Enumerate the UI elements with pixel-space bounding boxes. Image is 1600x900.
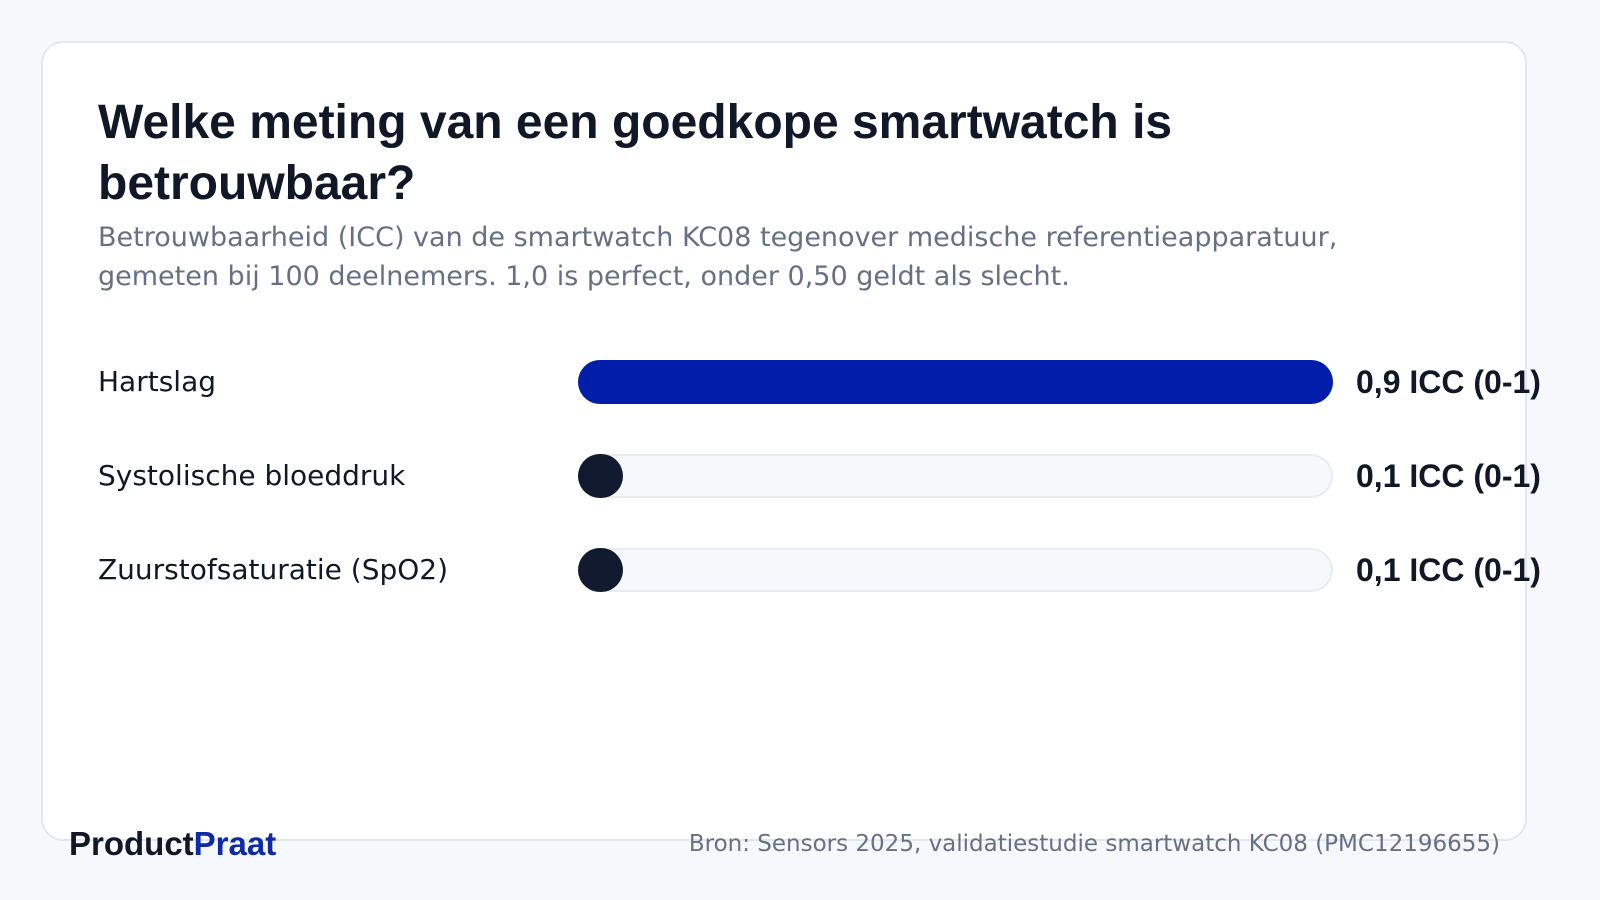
bar-value-label: 0,1 ICC (0-1) (1356, 458, 1541, 494)
bar-row: Zuurstofsaturatie (SpO2) 0,1 ICC (0-1) (98, 548, 1558, 592)
chart-card (41, 41, 1527, 841)
source-note: Bron: Sensors 2025, validatiestudie smar… (688, 831, 1500, 857)
bar-label: Systolische bloeddruk (98, 459, 406, 492)
bar-value-label: 0,1 ICC (0-1) (1356, 552, 1541, 588)
bar (578, 360, 1333, 404)
bar-track (578, 548, 1333, 592)
brand-logo-part1: Product (69, 825, 194, 862)
chart-subtitle: Betrouwbaarheid (ICC) van de smartwatch … (98, 222, 1338, 292)
bar (578, 454, 623, 498)
brand-logo-part2: Praat (193, 825, 277, 862)
bar-track (578, 454, 1333, 498)
bar-track (578, 360, 1333, 404)
bar-label: Hartslag (98, 365, 217, 398)
chart-title: Welke meting van een goedkope smartwatch… (98, 96, 1173, 210)
brand-logo: ProductPraat (69, 822, 276, 866)
bar-value-label: 0,9 ICC (0-1) (1356, 364, 1541, 400)
bar-row: Systolische bloeddruk 0,1 ICC (0-1) (98, 454, 1558, 498)
bar (578, 548, 623, 592)
bar-row: Hartslag 0,9 ICC (0-1) (98, 360, 1558, 404)
bar-label: Zuurstofsaturatie (SpO2) (98, 553, 449, 586)
